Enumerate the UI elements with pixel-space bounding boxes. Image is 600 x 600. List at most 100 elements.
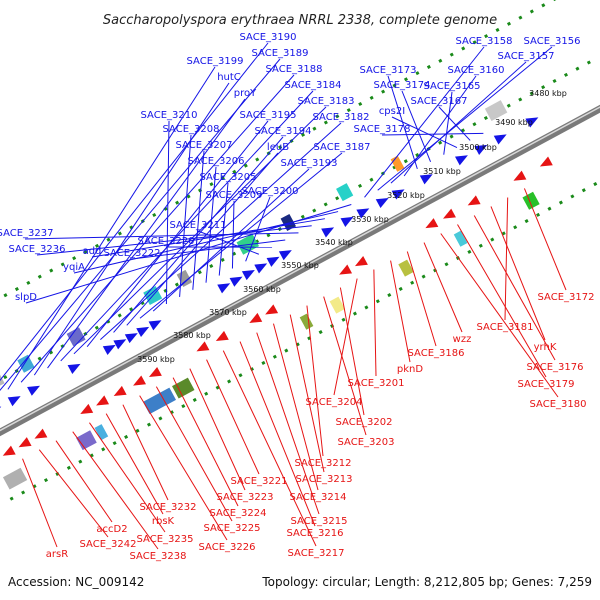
forward-leader-line: [364, 46, 485, 198]
forward-gene-label: yqiA: [63, 262, 85, 273]
forward-gene-arrow: [124, 333, 138, 344]
gene-feature-block: [66, 327, 86, 347]
forward-leader-line: [7, 66, 216, 390]
scale-tick-label: 3570 kbp: [209, 308, 247, 317]
reverse-gene-label: SACE_3223: [217, 492, 274, 503]
reverse-leader-line: [189, 368, 246, 491]
reverse-gene-label: SACE_3213: [296, 474, 353, 485]
map-title: Saccharopolyspora erythraea NRRL 2338, c…: [103, 13, 497, 28]
track-layer: [0, 0, 600, 501]
forward-leader-line: [403, 75, 477, 177]
forward-gene-label: SACE_3156: [524, 36, 581, 47]
forward-leader-line: [86, 120, 269, 348]
reverse-leader-line: [172, 377, 239, 507]
reverse-gene-label: arsR: [46, 549, 68, 560]
gene-feature-block: [453, 230, 468, 247]
scale-tick-label: 3590 kbp: [137, 355, 175, 364]
forward-leader-line: [60, 90, 314, 362]
gene-feature-block: [398, 259, 414, 277]
forward-gene-label: proY: [234, 88, 257, 99]
forward-leader-line: [438, 106, 471, 141]
forward-leader-line: [205, 166, 217, 283]
genome-backbone: [0, 104, 600, 437]
reverse-gene-label: SACE_3176: [527, 362, 584, 373]
forward-gene-label: SACE_3195: [240, 110, 297, 121]
forward-gene-arrow: [67, 363, 81, 374]
forward-gene-label: SACE_3194: [255, 126, 312, 137]
forward-gene-arrow: [278, 250, 292, 261]
forward-leader-line: [192, 150, 205, 290]
reverse-leader-line: [289, 314, 325, 473]
gene-feature-block: [176, 269, 193, 287]
forward-gene-arrow: [217, 283, 231, 294]
reverse-gene-label: SACE_3224: [210, 508, 267, 519]
reverse-gene-arrow: [196, 341, 210, 352]
forward-leader-line: [381, 132, 484, 136]
reverse-gene-label: SACE_3203: [338, 437, 395, 448]
forward-gene-label: SACE_3182: [313, 112, 370, 123]
scale-tick-label: 3530 kbp: [351, 215, 389, 224]
reverse-gene-arrow: [34, 428, 48, 439]
reverse-leader-line: [55, 440, 113, 523]
reverse-gene-label: SACE_3214: [290, 492, 347, 503]
gene-feature-block: [299, 313, 314, 330]
reverse-leader-line: [72, 431, 159, 550]
forward-gene-label: SACE_3199: [187, 56, 244, 67]
genome-summary: Topology: circular; Length: 8,212,805 bp…: [261, 575, 592, 589]
reverse-leader-line: [390, 260, 411, 363]
reverse-gene-label: SACE_3238: [130, 551, 187, 562]
reverse-leader-line: [122, 404, 169, 501]
forward-gene-label: SACE_3222: [104, 248, 161, 259]
forward-leader-line: [0, 42, 269, 382]
reverse-gene-label: SACE_3221: [231, 476, 288, 487]
reverse-leader-line: [272, 323, 319, 491]
scale-tick-label: 3480 kbp: [529, 89, 567, 98]
reverse-leader-line: [256, 332, 320, 515]
reverse-gene-arrow: [113, 385, 127, 396]
reverse-leader-line: [206, 359, 260, 475]
reverse-gene-label: SACE_3235: [137, 534, 194, 545]
forward-gene-arrow: [321, 227, 335, 238]
forward-leader-line: [152, 168, 310, 312]
reverse-leader-line: [155, 386, 233, 522]
reverse-gene-arrow: [339, 264, 353, 275]
reverse-gene-arrow: [148, 366, 162, 378]
forward-gene-arrow: [102, 344, 116, 356]
backbone-highlight: [0, 106, 600, 432]
gene-feature-block: [336, 183, 354, 202]
forward-gene-label: SACE_3173: [360, 65, 417, 76]
reverse-gene-arrow: [425, 218, 439, 229]
reverse-gene-label: SACE_3172: [538, 292, 595, 303]
forward-leader-line: [131, 239, 286, 260]
reverse-gene-label: SACE_3225: [204, 523, 261, 534]
gene-feature-block: [172, 377, 195, 399]
scale-tick-label: 3560 kbp: [243, 285, 281, 294]
reverse-leader-line: [38, 449, 109, 538]
forward-leader-line: [33, 82, 230, 376]
gene-feature-block: [390, 155, 405, 172]
reverse-gene-label: SACE_3226: [199, 542, 256, 553]
reverse-leader-line: [457, 224, 547, 378]
reverse-leader-line: [333, 278, 358, 396]
reverse-gene-label: rbsK: [152, 516, 175, 527]
forward-leader-line: [218, 182, 229, 276]
forward-gene-label: SACE_3210: [141, 110, 198, 121]
forward-gene-label: SACE_3207: [176, 140, 233, 151]
forward-leader-line: [100, 122, 342, 340]
reverse-gene-arrow: [249, 312, 263, 323]
reverse-gene-label: SACE_3179: [518, 379, 575, 390]
forward-leader-line: [0, 58, 281, 391]
forward-leader-line: [165, 120, 170, 305]
forward-gene-label: SACE_3205: [200, 172, 257, 183]
reverse-leader-line: [139, 395, 228, 541]
gene-feature-block: [94, 424, 109, 441]
reverse-leader-line: [323, 296, 367, 436]
forward-gene-label: SACE_3236: [9, 244, 66, 255]
reverse-gene-label: SACE_3202: [336, 417, 393, 428]
reverse-leader-line: [440, 233, 559, 398]
forward-gene-label: SACE_3167: [411, 96, 468, 107]
reverse-gene-arrow: [443, 208, 456, 219]
scale-tick-label: 3520 kbp: [387, 191, 425, 200]
forward-gene-arrow: [148, 320, 162, 331]
